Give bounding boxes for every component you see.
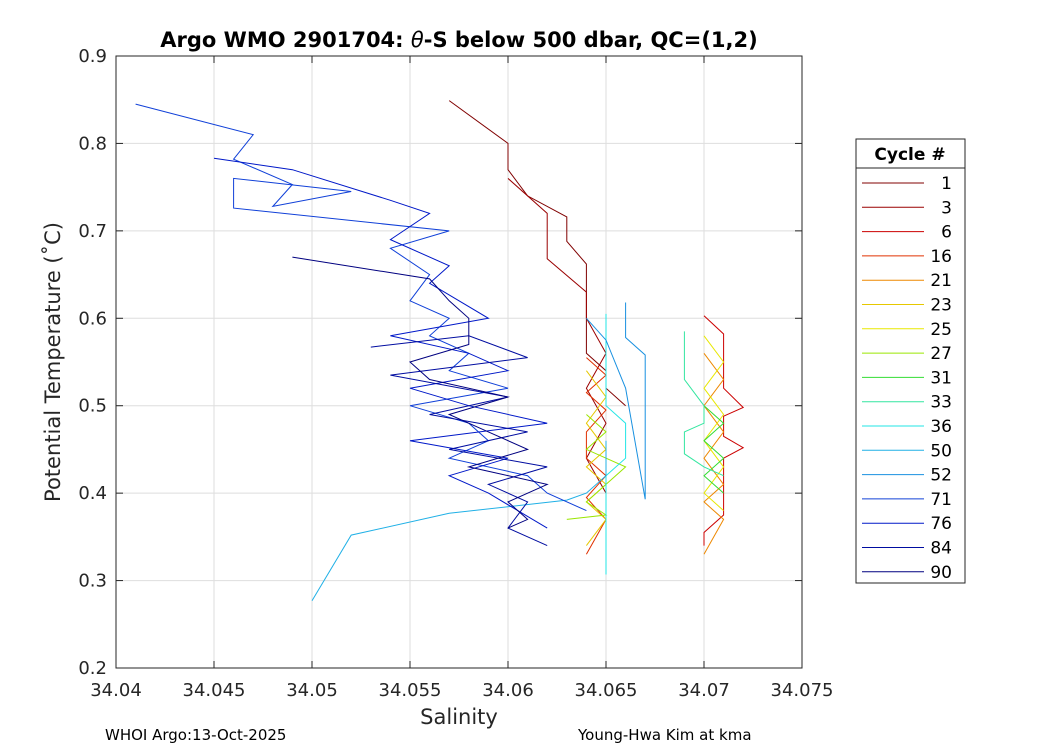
legend-label-cycle-6: 6 bbox=[941, 223, 952, 243]
legend-label-cycle-31: 31 bbox=[930, 368, 952, 388]
y-axis-label: Potential Temperature (˚C) bbox=[41, 222, 65, 502]
series-line-cycle-90 bbox=[292, 256, 549, 529]
series-line-cycle-25 bbox=[703, 335, 725, 511]
footer-left: WHOI Argo:13-Oct-2025 bbox=[105, 726, 287, 744]
x-tick-label: 34.045 bbox=[183, 680, 246, 701]
legend-label-cycle-33: 33 bbox=[930, 393, 952, 413]
legend-label-cycle-25: 25 bbox=[930, 320, 952, 340]
legend-title: Cycle # bbox=[874, 145, 945, 165]
y-tick-label: 0.3 bbox=[78, 571, 107, 592]
y-tick-label: 0.5 bbox=[78, 396, 107, 417]
x-tick-label: 34.065 bbox=[575, 680, 638, 701]
x-ticks: 34.04 34.045 34.05 34.055 34.06 34.065 34.07 34… bbox=[90, 56, 833, 701]
legend-label-cycle-71: 71 bbox=[930, 490, 952, 510]
legend-label-cycle-21: 21 bbox=[930, 271, 952, 291]
x-tick-label: 34.075 bbox=[771, 680, 834, 701]
y-tick-label: 0.6 bbox=[78, 308, 107, 329]
y-tick-label: 0.9 bbox=[78, 46, 107, 67]
legend-label-cycle-84: 84 bbox=[930, 539, 952, 559]
legend-label-cycle-1: 1 bbox=[941, 174, 952, 194]
legend-label-cycle-3: 3 bbox=[941, 198, 952, 218]
series-line-cycle-31 bbox=[703, 405, 725, 494]
series-layer bbox=[135, 100, 745, 601]
legend-label-cycle-36: 36 bbox=[930, 417, 952, 437]
x-tick-label: 34.07 bbox=[678, 680, 730, 701]
series-line-cycle-6 bbox=[703, 315, 745, 546]
series-line-cycle-84 bbox=[370, 335, 548, 547]
y-ticks: 0.2 0.3 0.4 0.5 0.6 0.7 0.8 0.9 bbox=[78, 46, 802, 679]
series-line-cycle-27 bbox=[566, 414, 627, 520]
y-tick-label: 0.4 bbox=[78, 483, 107, 504]
plot-frame bbox=[115, 55, 803, 669]
series-line-cycle-23 bbox=[585, 370, 607, 546]
legend-label-cycle-27: 27 bbox=[930, 344, 952, 364]
x-tick-label: 34.06 bbox=[482, 680, 534, 701]
chart-title: Argo WMO 2901704: θ-S below 500 dbar, QC… bbox=[160, 28, 757, 52]
series-line-cycle-52 bbox=[586, 302, 646, 500]
x-tick-label: 34.05 bbox=[286, 680, 338, 701]
legend-box bbox=[855, 138, 966, 584]
y-tick-label: 0.2 bbox=[78, 658, 107, 679]
footer-right: Young-Hwa Kim at kma bbox=[578, 726, 752, 744]
y-tick-label: 0.8 bbox=[78, 133, 107, 154]
legend-label-cycle-52: 52 bbox=[930, 466, 952, 486]
legend-label-cycle-50: 50 bbox=[930, 441, 952, 461]
legend-label-cycle-23: 23 bbox=[930, 296, 952, 316]
legend-label-cycle-76: 76 bbox=[930, 514, 952, 534]
series-line-cycle-50 bbox=[311, 440, 607, 601]
x-tick-label: 34.04 bbox=[90, 680, 142, 701]
legend-label-cycle-16: 16 bbox=[930, 247, 952, 267]
series-line-cycle-21 bbox=[703, 353, 725, 555]
x-tick-label: 34.055 bbox=[379, 680, 442, 701]
legend-label-cycle-90: 90 bbox=[930, 563, 952, 583]
series-line-cycle-76 bbox=[213, 157, 548, 529]
x-axis-label: Salinity bbox=[420, 705, 498, 729]
series-line-cycle-71 bbox=[135, 103, 587, 512]
series-line-cycle-33 bbox=[683, 331, 724, 477]
series-line-cycle-36 bbox=[605, 313, 627, 575]
y-tick-label: 0.7 bbox=[78, 221, 107, 242]
